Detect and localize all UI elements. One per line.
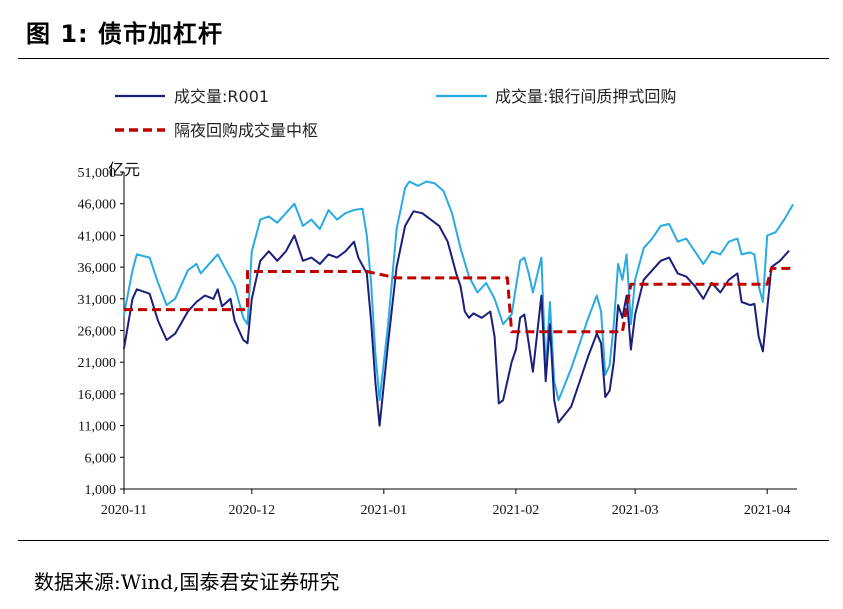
x-tick-label: 2021-04	[744, 503, 791, 518]
y-tick-label: 16,000	[78, 388, 117, 403]
legend-label-1: 成交量:R001	[174, 87, 269, 106]
y-tick-label: 26,000	[78, 325, 117, 340]
y-tick-label: 41,000	[78, 229, 117, 244]
y-tick-label: 36,000	[78, 261, 117, 276]
y-tick-label: 46,000	[78, 198, 117, 213]
x-tick-label: 2021-03	[612, 503, 659, 518]
y-tick-label: 31,000	[78, 293, 117, 308]
bottom-rule	[18, 540, 829, 541]
series-line-3	[124, 266, 793, 334]
x-tick-label: 2020-11	[101, 503, 147, 518]
top-rule	[18, 58, 829, 59]
source-note: 数据来源:Wind,国泰君安证券研究	[34, 570, 340, 594]
series-line-2	[123, 180, 794, 402]
x-tick-label: 2020-12	[228, 503, 275, 518]
figure-title: 图 1: 债市加杠杆	[26, 20, 224, 48]
y-tick-label: 11,000	[78, 420, 116, 435]
legend-label-3: 隔夜回购成交量中枢	[174, 121, 318, 140]
legend-label-2: 成交量:银行间质押式回购	[495, 87, 676, 106]
x-tick-label: 2021-01	[360, 503, 407, 518]
y-tick-label: 21,000	[78, 356, 117, 371]
series-line-1	[123, 210, 790, 427]
y-tick-label: 6,000	[85, 451, 117, 466]
plot-area: 1,000 6,000 11,000 16,000 21,000 26,000 31,000…	[78, 160, 797, 518]
y-tick-label: 51,000	[78, 166, 117, 181]
y-tick-label: 1,000	[85, 483, 117, 498]
x-tick-label: 2021-02	[493, 503, 540, 518]
y-unit-label: 亿元	[108, 160, 140, 179]
